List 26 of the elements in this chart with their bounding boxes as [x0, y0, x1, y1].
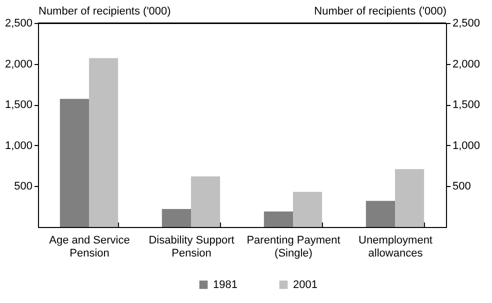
y2-axis-title: Number of recipients ('000)	[314, 6, 446, 18]
legend-label: 1981	[213, 278, 238, 291]
x-tick-label: Parenting Payment (Single)	[246, 234, 340, 260]
legend-label: 2001	[293, 278, 318, 291]
bar	[89, 58, 118, 227]
bar	[366, 200, 395, 227]
y-tick-label: 1,500	[4, 99, 32, 112]
y2-tick-label: 2,500	[452, 18, 480, 30]
bar	[60, 98, 89, 227]
y2-tick-label: 2,000	[452, 58, 480, 70]
y2-tick-label: 1,500	[452, 99, 480, 112]
x-tick-label: Disability Support Pension	[148, 234, 234, 260]
x-tick-label: Unemployment allowances	[358, 234, 432, 260]
bar	[264, 211, 293, 227]
y2-tick-label: 500	[452, 180, 471, 193]
y-tick-label: 2,500	[4, 18, 32, 30]
y-tick-label: 2,000	[4, 58, 32, 70]
y2-tick-label: 1,000	[452, 140, 480, 152]
y-tick-label: 500	[14, 180, 32, 193]
bar	[191, 176, 220, 227]
bar	[162, 209, 191, 227]
x-tick-label: Age and Service Pension	[49, 234, 130, 260]
bar	[395, 169, 424, 227]
bar	[293, 192, 322, 227]
y-axis-title: Number of recipients ('000)	[38, 6, 171, 18]
y-tick-label: 1,000	[4, 140, 32, 152]
